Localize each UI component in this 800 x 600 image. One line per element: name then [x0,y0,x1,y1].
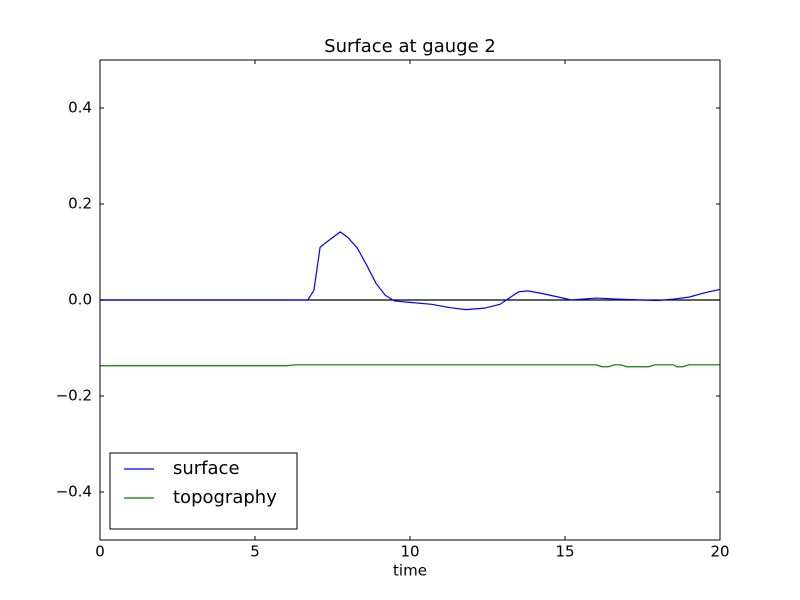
x-tick-label: 10 [400,543,419,561]
x-tick-label: 20 [710,543,729,561]
x-axis-label: time [393,562,427,580]
y-tick-label: −0.4 [56,483,92,501]
legend-box [109,452,298,530]
data-line [100,231,721,311]
legend-label: topography [173,487,277,508]
y-tick-label: 0.0 [68,291,92,309]
chart-title: Surface at gauge 2 [324,36,496,57]
y-tick-label: 0.2 [68,195,92,213]
y-tick-label: −0.2 [56,387,92,405]
legend-label: surface [173,458,240,479]
x-tick-label: 15 [555,543,574,561]
data-line [100,364,720,368]
y-tick-label: 0.4 [68,99,92,117]
x-tick-label: 0 [95,543,105,561]
x-tick-label: 5 [250,543,260,561]
